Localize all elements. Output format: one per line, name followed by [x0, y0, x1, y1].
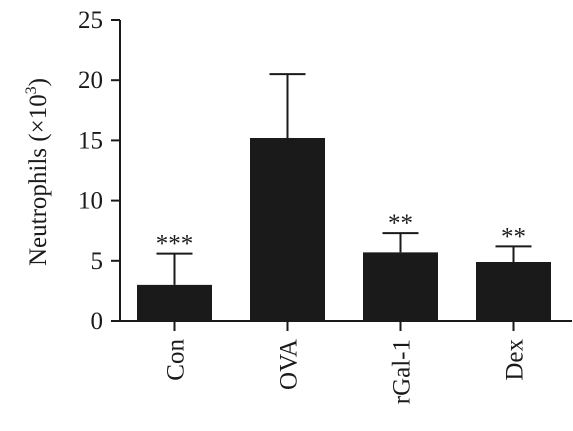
x-tick-label: rGal-1	[389, 339, 416, 404]
x-tick-label: OVA	[276, 339, 303, 390]
bar	[137, 284, 212, 321]
y-tick-label: 5	[91, 248, 104, 275]
bar	[363, 252, 438, 321]
bar-group-dex: **	[476, 223, 551, 321]
significance-label: **	[388, 210, 413, 237]
y-axis-title-suffix: )	[25, 78, 52, 86]
y-axis-title: Neutrophils (×103)	[23, 78, 52, 266]
bar-group-con: ***	[137, 231, 212, 321]
x-tick-label: Dex	[502, 339, 529, 381]
x-axis: Con OVA rGal-1 Dex	[119, 320, 572, 404]
y-tick-label: 15	[78, 127, 103, 154]
y-axis: 0 5 10 15 20 25	[78, 7, 121, 335]
significance-label: **	[501, 223, 526, 250]
y-tick-label: 25	[78, 7, 103, 34]
y-tick-label: 10	[78, 188, 103, 215]
x-tick-label: Con	[163, 339, 190, 381]
y-axis-title-text: Neutrophils (×10	[25, 94, 52, 266]
y-ticks: 0 5 10 15 20 25	[78, 7, 120, 335]
significance-label: ***	[156, 231, 194, 258]
bar-group-rgal-1: **	[363, 210, 438, 321]
y-tick-label: 20	[78, 67, 103, 94]
y-axis-title-sup: 3	[23, 86, 40, 94]
bar-group-ova	[250, 73, 325, 321]
bars: ***** **	[137, 73, 551, 321]
bar	[476, 262, 551, 321]
y-tick-label: 0	[91, 308, 104, 335]
bar	[250, 137, 325, 321]
x-ticks: Con OVA rGal-1 Dex	[163, 321, 529, 404]
